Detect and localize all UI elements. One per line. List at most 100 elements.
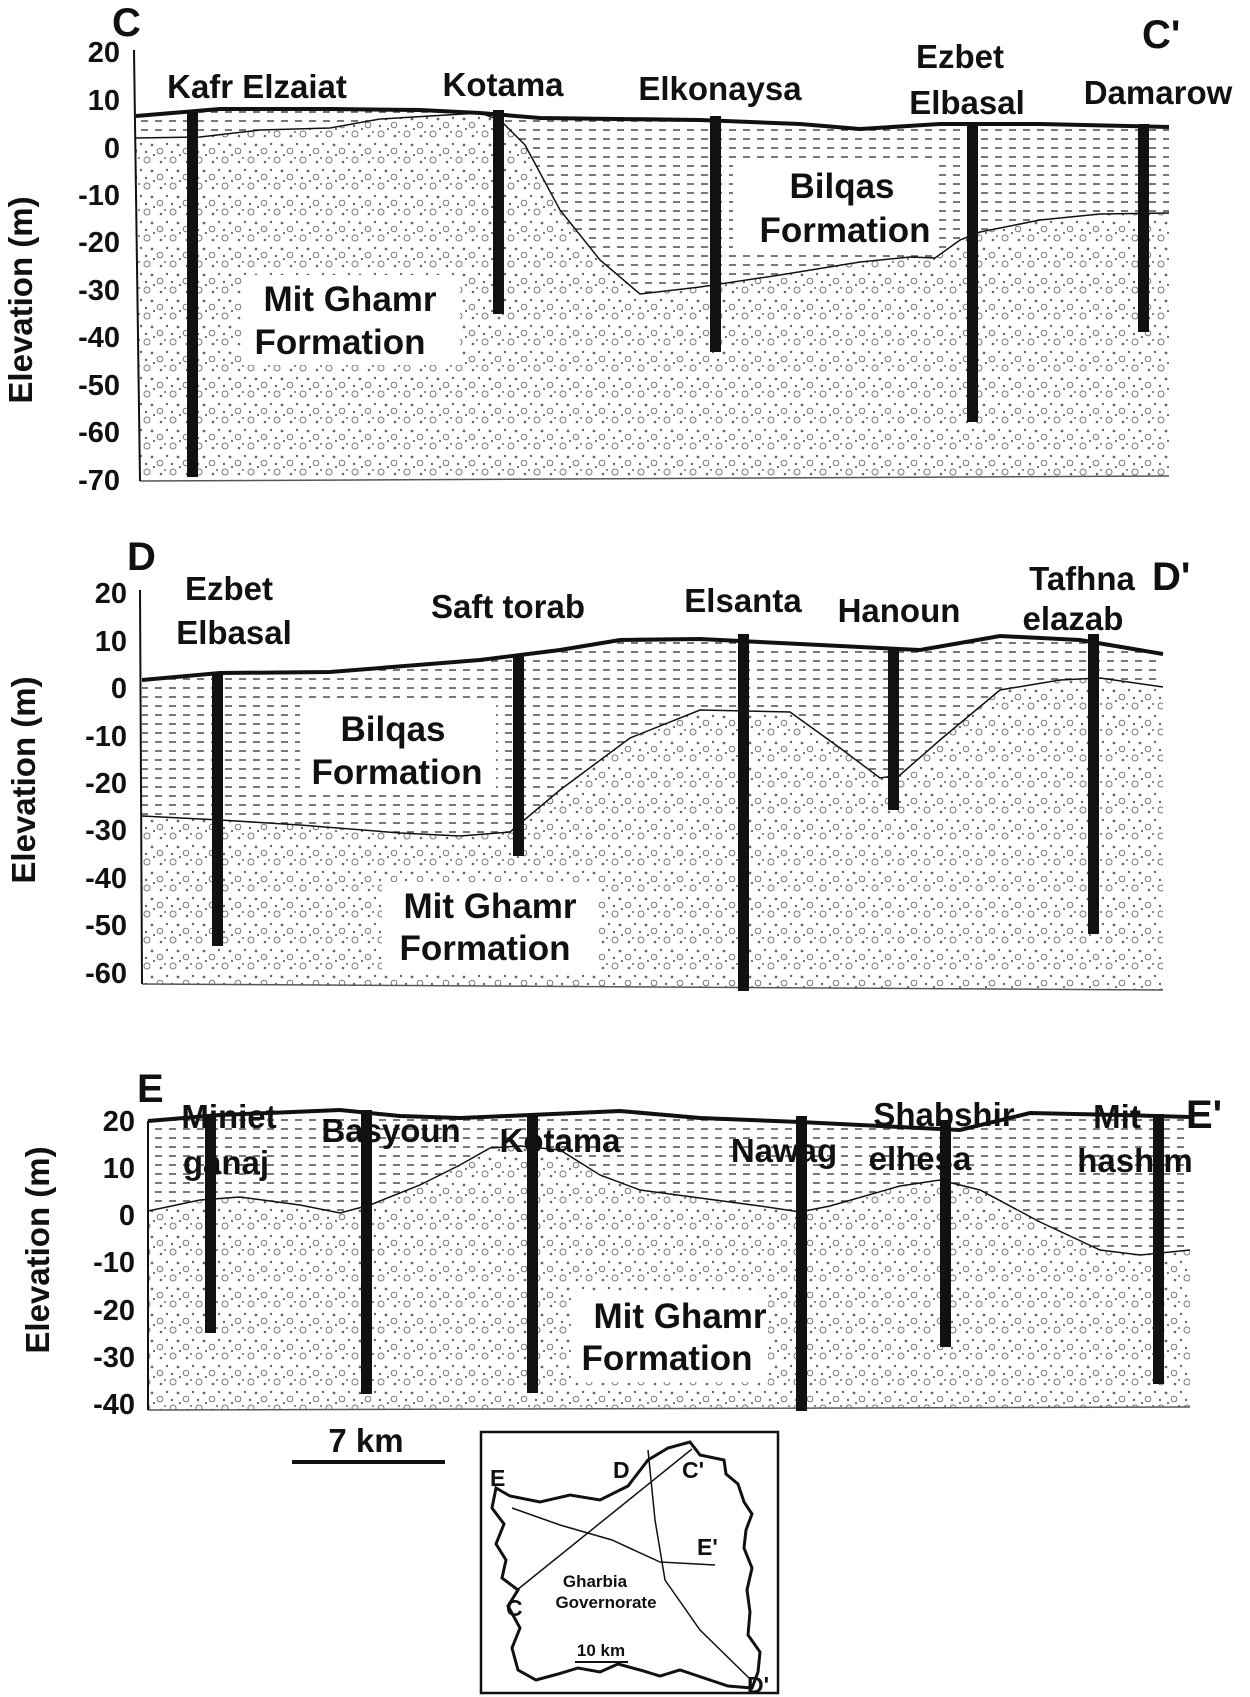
section-line-c — [516, 1448, 693, 1591]
mit-ghamr-fill — [148, 1146, 1190, 1410]
well-bar — [527, 1114, 538, 1393]
well-bar — [187, 110, 198, 477]
y-tick-label: -30 — [85, 815, 127, 847]
y-tick-label: 0 — [111, 673, 127, 705]
well-name-label: elhesa — [869, 1140, 972, 1177]
formation-label: Bilqas — [789, 167, 894, 206]
inset-scale-label: 10 km — [577, 1641, 625, 1660]
y-tick-label: -40 — [93, 1389, 135, 1421]
well-bar — [888, 648, 899, 810]
y-tick-label: -20 — [85, 768, 127, 800]
y-tick-labels: 20 10 0 -10 -20 -30 -40 -50 -60 — [85, 578, 127, 990]
well-name-label: Mit — [1093, 1098, 1141, 1135]
inset-line-label: E — [490, 1465, 505, 1491]
inset-line-label: D — [613, 1457, 630, 1483]
formation-label: Mit Ghamr — [263, 280, 436, 319]
y-axis-label: Elevation (m) — [5, 676, 42, 883]
well-name-label: Elkonaysa — [638, 70, 802, 107]
governorate-boundary — [490, 1440, 762, 1690]
well-bar — [493, 110, 504, 314]
base-line — [141, 983, 1164, 991]
formation-label-bg — [382, 882, 597, 972]
base-line — [139, 475, 1170, 482]
well-bar — [940, 1120, 951, 1347]
y-tick-label: -60 — [85, 958, 127, 990]
well-name-label: elazab — [1023, 600, 1124, 637]
inset-region-label: Governorate — [555, 1593, 656, 1612]
formation-label-bg — [242, 275, 460, 365]
formation-label: Formation — [759, 211, 930, 250]
well-name-label: Ezbet — [185, 570, 273, 607]
formation-label: Formation — [311, 753, 482, 792]
section-end-label: C' — [1142, 13, 1180, 57]
y-tick-label: 0 — [119, 1200, 135, 1232]
y-tick-label: -50 — [85, 910, 127, 942]
well-bar — [796, 1116, 807, 1411]
scale-bar-label: 7 km — [328, 1422, 403, 1459]
section-line-d — [647, 1449, 750, 1679]
section-end-label: D' — [1152, 555, 1190, 599]
section-start-label: E — [137, 1067, 164, 1111]
section-line-e — [511, 1507, 716, 1566]
y-tick-label: 20 — [103, 1106, 135, 1138]
y-tick-label: -60 — [78, 417, 120, 449]
y-tick-label: 20 — [88, 37, 120, 69]
y-tick-labels: 20 10 0 -10 -20 -30 -40 — [93, 1106, 135, 1421]
y-tick-label: 10 — [103, 1153, 135, 1185]
well-name-label: Miniet — [181, 1098, 276, 1135]
y-axis-label: Elevation (m) — [19, 1146, 56, 1353]
well-name-label: ganaj — [183, 1144, 269, 1181]
well-name-label: Kotama — [442, 66, 564, 103]
y-tick-label: -20 — [93, 1295, 135, 1327]
well-bar — [513, 655, 524, 856]
mit-ghamr-fill — [136, 113, 1169, 481]
formation-label-bg — [300, 704, 496, 792]
well-name-label: Shabshir — [873, 1096, 1014, 1133]
y-tick-label: 10 — [95, 626, 127, 658]
well-bar — [967, 122, 978, 422]
well-name-label: Elbasal — [176, 614, 292, 651]
ground-surface-line — [141, 633, 1164, 682]
well-name-label: Ezbet — [916, 38, 1004, 75]
section-end-label: E' — [1186, 1093, 1222, 1137]
ground-surface-line — [135, 107, 1170, 132]
y-tick-labels: 20 10 0 -10 -20 -30 -40 -50 -60 -70 — [78, 37, 120, 497]
well-bar — [361, 1110, 372, 1394]
formation-label: Bilqas — [340, 710, 445, 749]
y-tick-label: -30 — [93, 1342, 135, 1374]
well-name-label: Damarow — [1084, 74, 1233, 111]
y-tick-label: 0 — [104, 133, 120, 165]
y-tick-label: -20 — [78, 227, 120, 259]
well-bar — [710, 116, 721, 352]
y-tick-label: 20 — [95, 578, 127, 610]
formation-label-bg — [572, 1292, 768, 1382]
formation-label: Mit Ghamr — [593, 1297, 766, 1336]
section-e: E E' 20 10 0 -10 -20 -30 -40 Elevation (… — [19, 1067, 1222, 1421]
y-tick-label: -10 — [85, 721, 127, 753]
well-bar — [1138, 124, 1149, 332]
section-start-label: C — [112, 1, 141, 45]
bilqas-fill — [148, 1110, 1190, 1255]
formation-label-bg — [733, 162, 938, 250]
y-tick-label: -10 — [93, 1247, 135, 1279]
formation-label: Formation — [581, 1339, 752, 1378]
inset-map: E D C' E' C D' Gharbia Governorate 10 km — [479, 1430, 780, 1697]
formation-label: Formation — [399, 929, 570, 968]
inset-line-label: E' — [697, 1534, 718, 1560]
inset-line-label: C — [506, 1595, 523, 1621]
section-start-label: D — [127, 535, 156, 579]
y-tick-label: -40 — [78, 322, 120, 354]
well-bar — [205, 1115, 216, 1333]
well-name-label: Saft torab — [431, 588, 585, 625]
y-axis-label: Elevation (m) — [2, 196, 39, 403]
y-tick-label: -30 — [78, 275, 120, 307]
scale-bar: 7 km — [292, 1422, 445, 1464]
y-tick-label: -10 — [78, 180, 120, 212]
well-name-label: hashim — [1077, 1142, 1193, 1179]
formation-contact-line — [147, 1145, 1191, 1256]
y-tick-label: 10 — [88, 85, 120, 117]
y-tick-label: -70 — [78, 465, 120, 497]
well-name-label: Nawag — [731, 1132, 837, 1169]
well-bar — [1088, 634, 1099, 934]
